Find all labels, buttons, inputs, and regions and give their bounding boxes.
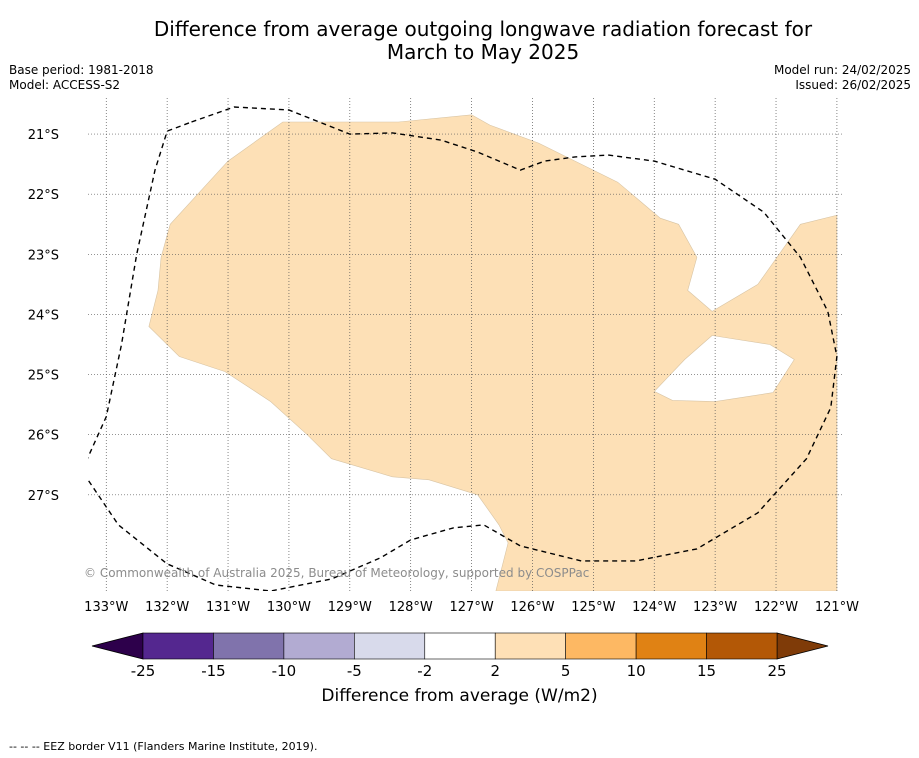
- eez-border-layer: [88, 106, 838, 591]
- colorbar-bin: [354, 632, 426, 660]
- colorbar-tick-label: -2: [417, 662, 432, 680]
- lon-tick-labels: 133°W 132°W 131°W 130°W 129°W 128°W 127°W 126°W…: [84, 600, 859, 615]
- colorbar-bin: [635, 632, 707, 660]
- title-line-2: March to May 2025: [386, 40, 580, 64]
- lat-tick-label: 23°S: [28, 248, 59, 263]
- colorbar-bin: [213, 632, 285, 660]
- lon-tick-label: 130°W: [267, 600, 311, 615]
- lat-tick-label: 26°S: [28, 429, 59, 444]
- colorbar-bin: [283, 632, 355, 660]
- meta-right: Model run: 24/02/2025 Issued: 26/02/2025: [774, 63, 911, 93]
- lat-tick-label: 22°S: [28, 188, 59, 203]
- colorbar-tick-label: -10: [272, 662, 297, 680]
- lat-tick-label: 24°S: [28, 308, 59, 323]
- colorbar-tick-label: 10: [627, 662, 646, 680]
- colorbar-extend-high: [776, 632, 829, 660]
- lon-tick-label: 125°W: [571, 600, 615, 615]
- colorbar-label: Difference from average (W/m2): [321, 686, 598, 706]
- meta-left: Base period: 1981-2018 Model: ACCESS-S2: [9, 63, 154, 93]
- colorbar-bin: [706, 632, 778, 660]
- gridlines: [88, 98, 843, 591]
- colorbar-tick-label: 25: [767, 662, 786, 680]
- model-run-text: Model run: 24/02/2025: [773, 63, 911, 77]
- title-line-1: Difference from average outgoing longwav…: [153, 17, 813, 41]
- colorbar-bin: [565, 632, 637, 660]
- lon-tick-label: 132°W: [145, 600, 189, 615]
- chart-title: Difference from average outgoing longwav…: [0, 18, 919, 64]
- lat-tick-label: 27°S: [28, 489, 59, 504]
- colorbar-tick-label: 2: [490, 662, 500, 680]
- lat-tick-label: 21°S: [28, 128, 59, 143]
- colorbar-tick-label: 15: [697, 662, 716, 680]
- colorbar-bin: [494, 632, 566, 660]
- anomaly-fill-layer: [148, 114, 838, 591]
- lon-tick-label: 133°W: [84, 600, 128, 615]
- lon-tick-label: 126°W: [510, 600, 554, 615]
- lon-tick-label: 121°W: [815, 600, 859, 615]
- lon-tick-label: 129°W: [328, 600, 372, 615]
- colorbar-tick-label: -5: [347, 662, 362, 680]
- colorbar-tick-label: -15: [201, 662, 226, 680]
- eez-footnote: -- -- -- EEZ border V11 (Flanders Marine…: [9, 740, 318, 753]
- colorbar-tick-label: 5: [561, 662, 571, 680]
- colorbar-bin: [424, 632, 496, 660]
- copyright-text: © Commonwealth of Australia 2025, Bureau…: [84, 566, 589, 580]
- lon-tick-label: 122°W: [754, 600, 798, 615]
- eez-border-line: [88, 106, 838, 591]
- anomaly-region-2-to-5: [148, 114, 838, 591]
- model-text: Model: ACCESS-S2: [9, 78, 121, 92]
- lon-tick-label: 131°W: [206, 600, 250, 615]
- lat-tick-label: 25°S: [28, 369, 59, 384]
- issued-text: Issued: 26/02/2025: [795, 78, 911, 92]
- base-period-text: Base period: 1981-2018: [9, 63, 154, 77]
- colorbar-tick-label: -25: [131, 662, 156, 680]
- lat-tick-labels: 21°S 22°S 23°S 24°S 25°S 26°S 27°S: [28, 128, 59, 504]
- colorbar-bin: [142, 632, 214, 660]
- colorbar-extend-low: [91, 632, 144, 660]
- lon-tick-label: 124°W: [632, 600, 676, 615]
- lon-tick-label: 128°W: [389, 600, 433, 615]
- lon-tick-label: 123°W: [693, 600, 737, 615]
- colorbar: -25 -15 -10 -5 -2 2 5 10 15 25: [91, 632, 829, 680]
- lon-tick-label: 127°W: [450, 600, 494, 615]
